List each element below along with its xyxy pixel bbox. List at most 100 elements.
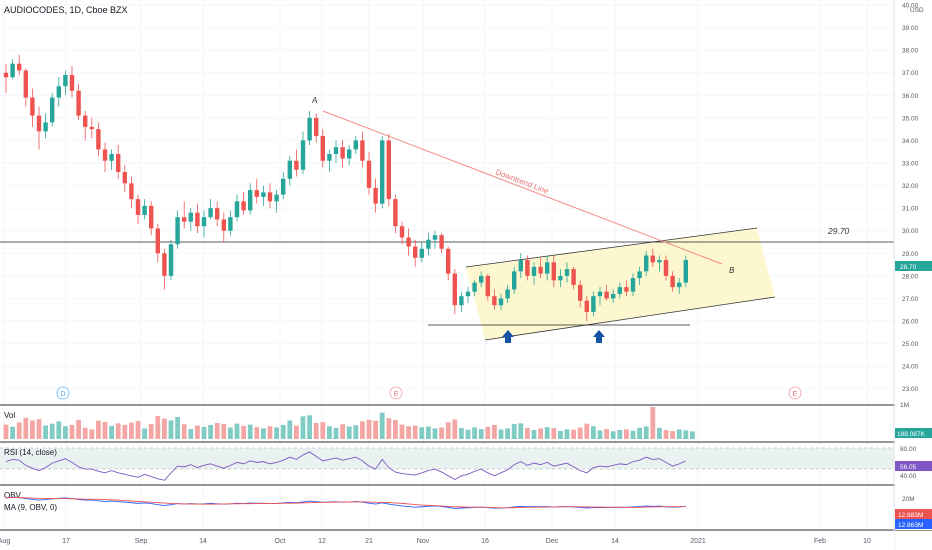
rsi-line	[5, 451, 686, 481]
event-marker-earnings[interactable]: E	[389, 386, 403, 400]
channel-lower-line	[484, 296, 776, 341]
volume-bar	[538, 428, 543, 439]
price-channel	[466, 228, 775, 340]
rsi-axis-tick-40: 40.00	[900, 473, 917, 480]
obv-value-tag: 12.863M	[895, 519, 932, 529]
volume-bar	[485, 426, 491, 439]
candlestick-series	[3, 54, 688, 321]
volume-bar	[472, 427, 477, 439]
volume-bar	[16, 422, 22, 439]
candle-body	[545, 262, 550, 274]
candle-body	[505, 289, 510, 299]
time-label: 16	[481, 538, 489, 545]
volume-bar	[188, 429, 194, 439]
candle-body	[439, 235, 444, 249]
volume-bar	[234, 423, 240, 439]
volume-bar	[43, 425, 48, 439]
point-a-label: A	[311, 96, 317, 105]
volume-bar	[478, 429, 484, 439]
candle-body	[248, 190, 253, 211]
candle-body	[63, 74, 68, 87]
up-arrow-icon	[502, 330, 514, 343]
price-tick: 40.00	[902, 3, 919, 10]
volume-bar	[412, 425, 418, 439]
candle-body	[498, 298, 504, 306]
volume-bar	[353, 425, 359, 439]
volume-bar	[663, 430, 669, 439]
volume-bar	[214, 423, 220, 439]
time-axis[interactable]	[0, 531, 894, 550]
candle-body	[459, 296, 464, 306]
candle-body	[3, 72, 9, 78]
volume-bar	[129, 422, 134, 439]
time-label: 10	[863, 538, 871, 545]
volume-bar	[393, 420, 398, 439]
volume-bar	[643, 426, 649, 439]
candle-body	[182, 217, 187, 222]
volume-bar	[82, 427, 88, 439]
candle-body	[175, 217, 180, 245]
price-axis-ticks: 40.00 39.00 38.00 37.00 36.00 35.00 34.00 33.00…	[902, 3, 919, 394]
candle-body	[571, 269, 576, 285]
time-label: 21	[365, 538, 373, 545]
candle-body	[188, 212, 193, 222]
time-label: Feb	[814, 538, 826, 545]
candle-body	[347, 149, 352, 159]
volume-bar	[373, 420, 378, 439]
candle-body	[360, 140, 365, 161]
rsi-band	[0, 448, 894, 469]
time-label: Aug	[0, 538, 10, 545]
channel-upper-line	[465, 227, 758, 268]
price-tick: 32.00	[902, 183, 919, 190]
time-label: Nov	[417, 538, 430, 545]
resistance-price-label: 29.70	[827, 226, 850, 236]
volume-bar	[346, 426, 352, 439]
candle-body	[670, 275, 675, 288]
candle-body	[597, 291, 603, 297]
volume-bar	[254, 427, 260, 439]
candle-body	[452, 273, 457, 306]
candle-body	[393, 199, 398, 227]
candle-body	[23, 70, 28, 98]
event-marker-earnings[interactable]: E	[788, 386, 802, 400]
candle-body	[551, 262, 556, 281]
downtrend-line	[322, 110, 723, 265]
candle-body	[465, 291, 471, 297]
volume-bar	[604, 429, 609, 439]
price-tick: 26.00	[902, 319, 919, 326]
candle-body	[261, 192, 266, 197]
candle-body	[399, 226, 405, 238]
candle-body	[512, 271, 517, 290]
volume-bar	[333, 427, 339, 439]
candle-body	[83, 115, 88, 127]
volume-bar	[544, 427, 550, 439]
event-marker-dividend[interactable]: D	[56, 386, 70, 400]
candle-body	[195, 212, 200, 227]
volume-bar	[650, 407, 656, 439]
candle-body	[221, 219, 226, 231]
price-tick: 33.00	[902, 161, 919, 168]
candle-body	[492, 296, 497, 306]
event-label: D	[60, 391, 65, 398]
volume-bar	[459, 428, 464, 439]
volume-bar	[511, 423, 517, 439]
time-label: 14	[199, 538, 207, 545]
volume-bar	[432, 428, 438, 439]
volume-bar	[360, 421, 365, 439]
volume-bar	[571, 429, 576, 439]
up-arrow-icon	[593, 330, 605, 343]
volume-axis-tick: 1M	[900, 402, 909, 409]
volume-bar	[142, 428, 147, 439]
volume-bar	[109, 425, 114, 439]
candle-body	[281, 178, 286, 195]
candle-body	[644, 255, 649, 272]
candle-body	[479, 275, 484, 283]
candle-body	[531, 266, 537, 276]
current-price-tag: 28.70	[895, 261, 932, 271]
candle-body	[122, 172, 127, 184]
candle-body	[637, 271, 642, 279]
volume-bar	[76, 419, 81, 439]
candle-body	[30, 97, 35, 116]
event-label: E	[793, 391, 798, 398]
